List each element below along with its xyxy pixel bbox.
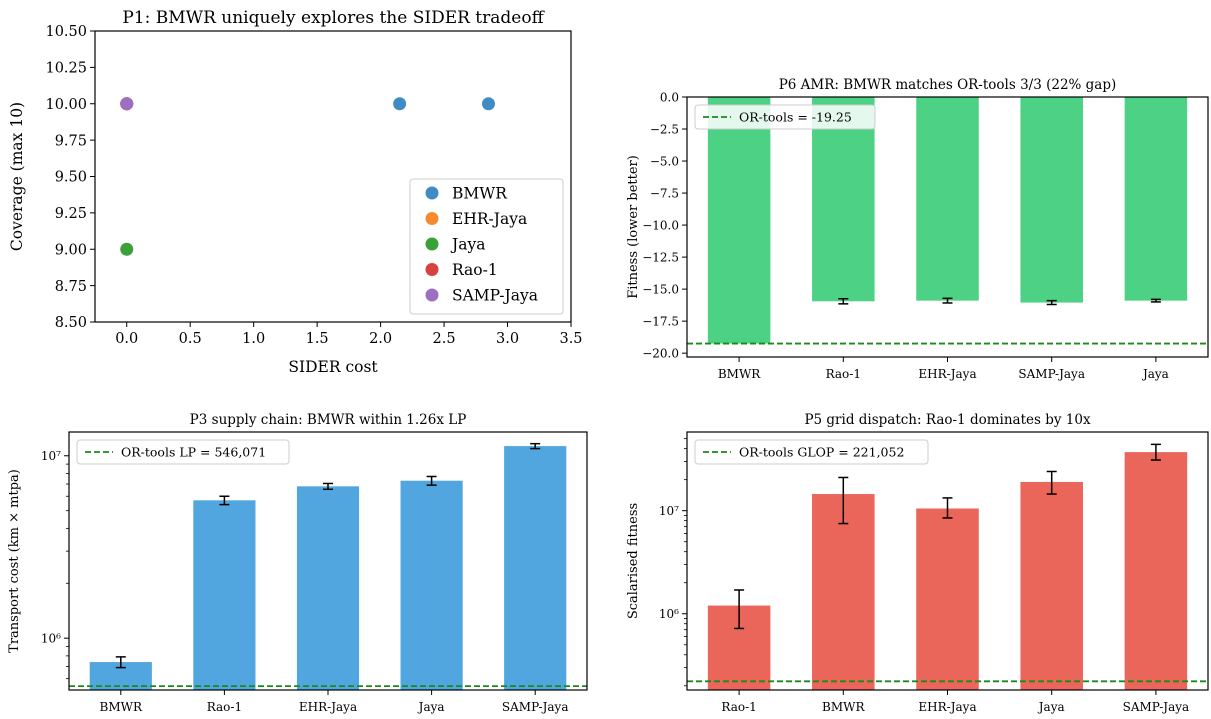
p6-bar	[916, 97, 979, 301]
p3-title: P3 supply chain: BMWR within 1.26x LP	[190, 412, 467, 428]
p3-x-tick-label: EHR-Jaya	[299, 700, 357, 714]
p6-y-tick-label: −10.0	[642, 218, 679, 232]
p1-x-tick-label: 1.0	[242, 331, 265, 347]
p1-legend-marker	[425, 212, 439, 225]
p6-legend	[694, 104, 876, 130]
p5-legend	[694, 439, 929, 465]
p5-legend-label: OR-tools GLOP = 221,052	[739, 445, 904, 460]
p5-bar	[812, 494, 875, 690]
p6-y-axis-label: Fitness (lower better)	[626, 155, 641, 299]
p1-axes-frame	[94, 30, 572, 323]
p6-y-tick-label: −5.0	[650, 154, 679, 168]
p3-x-tick-label: SAMP-Jaya	[502, 700, 569, 714]
p1-legend-marker	[425, 263, 439, 276]
p5-x-tick-label: Rao-1	[721, 700, 756, 714]
p3-y-tick-label: 10⁷	[41, 449, 61, 463]
p1-y-tick-label: 10.50	[45, 24, 87, 40]
p1-legend-marker	[425, 186, 439, 200]
p6-y-tick-label: 0.0	[660, 90, 679, 104]
p1-x-tick-label: 0.0	[115, 331, 138, 347]
p1-point-samp-jaya	[120, 97, 134, 111]
p6-x-tick-label: Rao-1	[826, 367, 861, 381]
p1-y-tick-label: 9.25	[55, 206, 87, 222]
p1-x-tick-label: 2.0	[369, 331, 392, 347]
p1-legend-label: Jaya	[450, 236, 485, 254]
p1-y-tick-label: 10.25	[45, 61, 87, 77]
p1-x-tick-label: 3.0	[496, 331, 519, 347]
p1-legend-marker	[425, 288, 439, 302]
p3-bar	[400, 480, 463, 690]
p1-x-tick-label: 1.5	[306, 331, 329, 347]
p1-legend-label: BMWR	[452, 185, 508, 203]
p6-y-tick-label: −7.5	[650, 186, 679, 200]
p6-bar	[1124, 97, 1188, 301]
p6-x-tick-label: EHR-Jaya	[918, 367, 976, 381]
p1-legend-label: SAMP-Jaya	[452, 287, 538, 305]
p6-x-tick-label: Jaya	[1141, 367, 1169, 381]
p5-x-tick-label: SAMP-Jaya	[1123, 700, 1190, 714]
p1-y-tick-label: 8.50	[55, 315, 87, 331]
p1-point-bmwr	[481, 97, 495, 111]
p3-axes-frame	[68, 431, 588, 691]
p1-point-jaya	[120, 242, 134, 256]
p1-x-axis-label: SIDER cost	[288, 358, 378, 376]
p5-bar	[916, 508, 979, 690]
p3-y-axis-label: Transport cost (km × mtpa)	[7, 469, 22, 653]
p1-y-tick-label: 9.00	[55, 242, 87, 258]
p1-legend	[409, 178, 564, 315]
p5-y-tick-label: 10⁷	[659, 504, 679, 518]
p1-legend-label: Rao-1	[452, 261, 498, 279]
p3-bar	[504, 446, 567, 690]
p6-title: P6 AMR: BMWR matches OR-tools 3/3 (22% g…	[779, 77, 1117, 93]
p1-title: P1: BMWR uniquely explores the SIDER tra…	[122, 8, 545, 28]
p5-x-tick-label: BMWR	[822, 700, 865, 714]
p3-x-tick-label: Rao-1	[207, 700, 242, 714]
p1-x-tick-label: 2.5	[433, 331, 456, 347]
p1-x-tick-label: 3.5	[559, 331, 582, 347]
p3-bar	[296, 486, 360, 690]
p6-axes-frame	[686, 96, 1209, 358]
p5-x-tick-label: EHR-Jaya	[918, 700, 976, 714]
p5-axes-frame	[686, 431, 1209, 691]
p1-y-tick-label: 9.75	[55, 133, 87, 149]
p3-bar	[193, 500, 256, 690]
p6-bar	[1020, 97, 1083, 303]
p1-y-tick-label: 9.50	[55, 170, 87, 186]
p5-bar	[1020, 481, 1083, 690]
p6-y-tick-label: −15.0	[642, 282, 679, 296]
p6-legend-label: OR-tools = -19.25	[739, 110, 852, 125]
p5-title: P5 grid dispatch: Rao-1 dominates by 10x	[804, 412, 1091, 428]
p1-point-bmwr	[393, 97, 407, 111]
p5-bar	[1124, 452, 1188, 690]
p6-x-tick-label: SAMP-Jaya	[1018, 367, 1085, 381]
p1-legend-label: EHR-Jaya	[452, 210, 527, 228]
p5-x-tick-label: Jaya	[1037, 700, 1065, 714]
p6-bar	[812, 97, 875, 302]
p6-y-tick-label: −17.5	[642, 314, 679, 328]
p6-y-tick-label: −2.5	[650, 122, 679, 136]
p6-y-tick-label: −12.5	[642, 250, 679, 264]
p1-y-tick-label: 8.75	[55, 279, 87, 295]
p6-x-tick-label: BMWR	[718, 367, 761, 381]
p1-y-axis-label: Coverage (max 10)	[8, 102, 26, 251]
p5-y-axis-label: Scalarised fitness	[626, 503, 641, 619]
p6-y-tick-label: −20.0	[642, 346, 679, 360]
p3-legend-label: OR-tools LP = 546,071	[121, 445, 266, 460]
p1-legend-marker	[425, 237, 439, 251]
p3-legend	[76, 439, 290, 465]
p1-x-tick-label: 0.5	[179, 331, 202, 347]
p6-bar	[707, 97, 771, 344]
p5-y-tick-label: 10⁶	[659, 607, 679, 621]
p3-x-tick-label: Jaya	[417, 700, 445, 714]
p1-y-tick-label: 10.00	[45, 97, 87, 113]
p3-y-tick-label: 10⁶	[41, 632, 61, 646]
p3-x-tick-label: BMWR	[100, 700, 143, 714]
